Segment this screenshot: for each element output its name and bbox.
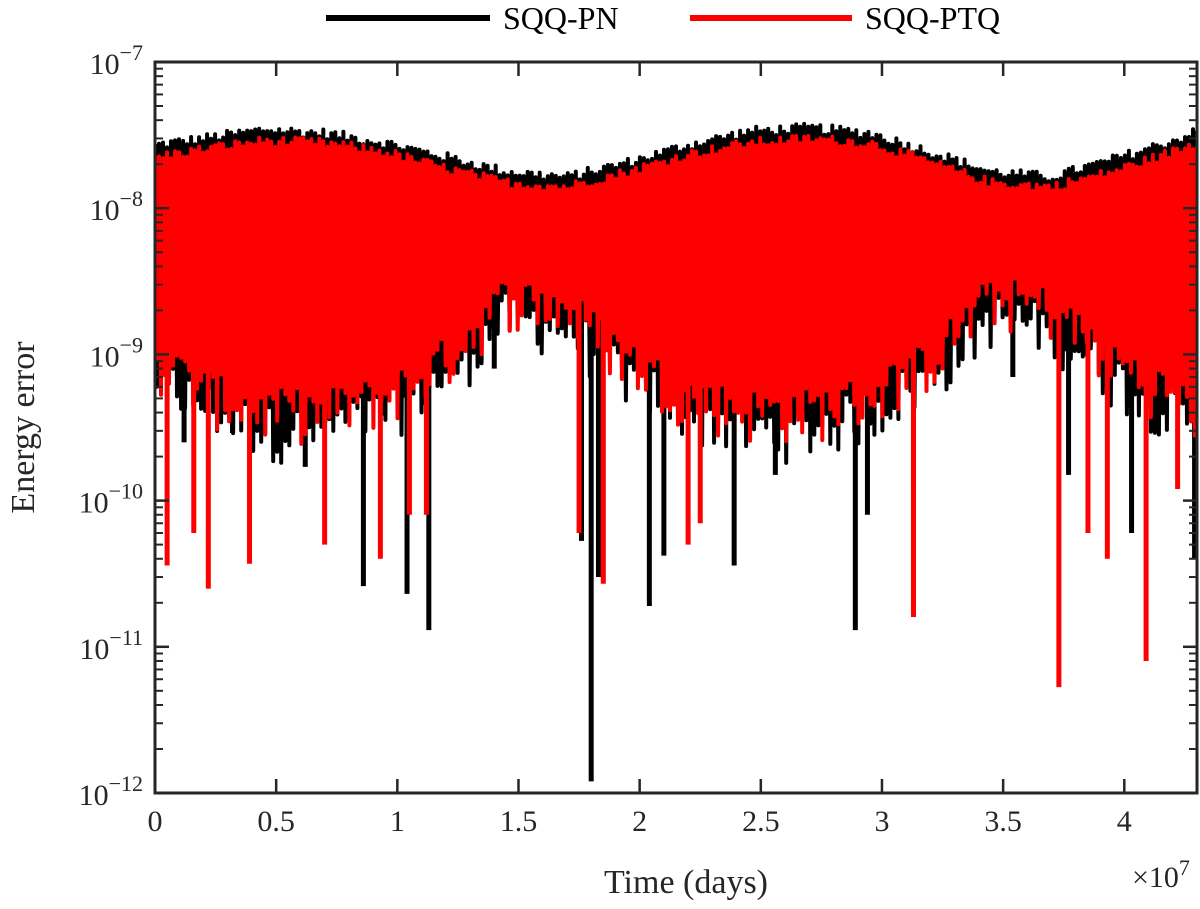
x-axis-multiplier: ×107: [1132, 855, 1190, 894]
x-tick-label: 1: [390, 805, 405, 838]
x-tick-label: 4: [1117, 805, 1132, 838]
legend: SQQ-PN SQQ-PTQ: [326, 0, 1000, 36]
y-tick-label: 10−8: [90, 186, 143, 227]
y-tick-label: 10−7: [90, 40, 143, 81]
series-layer: [155, 121, 1197, 782]
x-tick-label: 1.5: [500, 805, 538, 838]
y-axis-title: Energy error: [5, 341, 42, 514]
y-tick-label: 10−12: [79, 771, 143, 812]
y-tick-label: 10−9: [90, 332, 143, 373]
x-tick-label: 0.5: [257, 805, 295, 838]
y-tick-label: 10−11: [79, 625, 143, 666]
x-axis-title: Time (days): [604, 864, 768, 901]
legend-label-sqq-ptq: SQQ-PTQ: [865, 0, 1000, 36]
series-trace-sqq-ptq: [155, 134, 1197, 446]
series-sqq-ptq: [155, 134, 1197, 688]
x-tick-label: 2: [632, 805, 647, 838]
x-tick-label: 2.5: [742, 805, 780, 838]
x-tick-label: 3: [874, 805, 889, 838]
legend-label-sqq-pn: SQQ-PN: [503, 0, 619, 36]
x-tick-label: 3.5: [984, 805, 1022, 838]
x-tick-label: 0: [148, 805, 163, 838]
axes-layer: 10−12 10−11 10−10 10−9 10−8 10−7 0 0.5 1 1.5 2 2.5 3…: [79, 40, 1199, 838]
plot-frame: [153, 60, 1199, 795]
y-tick-label: 10−10: [79, 479, 143, 520]
